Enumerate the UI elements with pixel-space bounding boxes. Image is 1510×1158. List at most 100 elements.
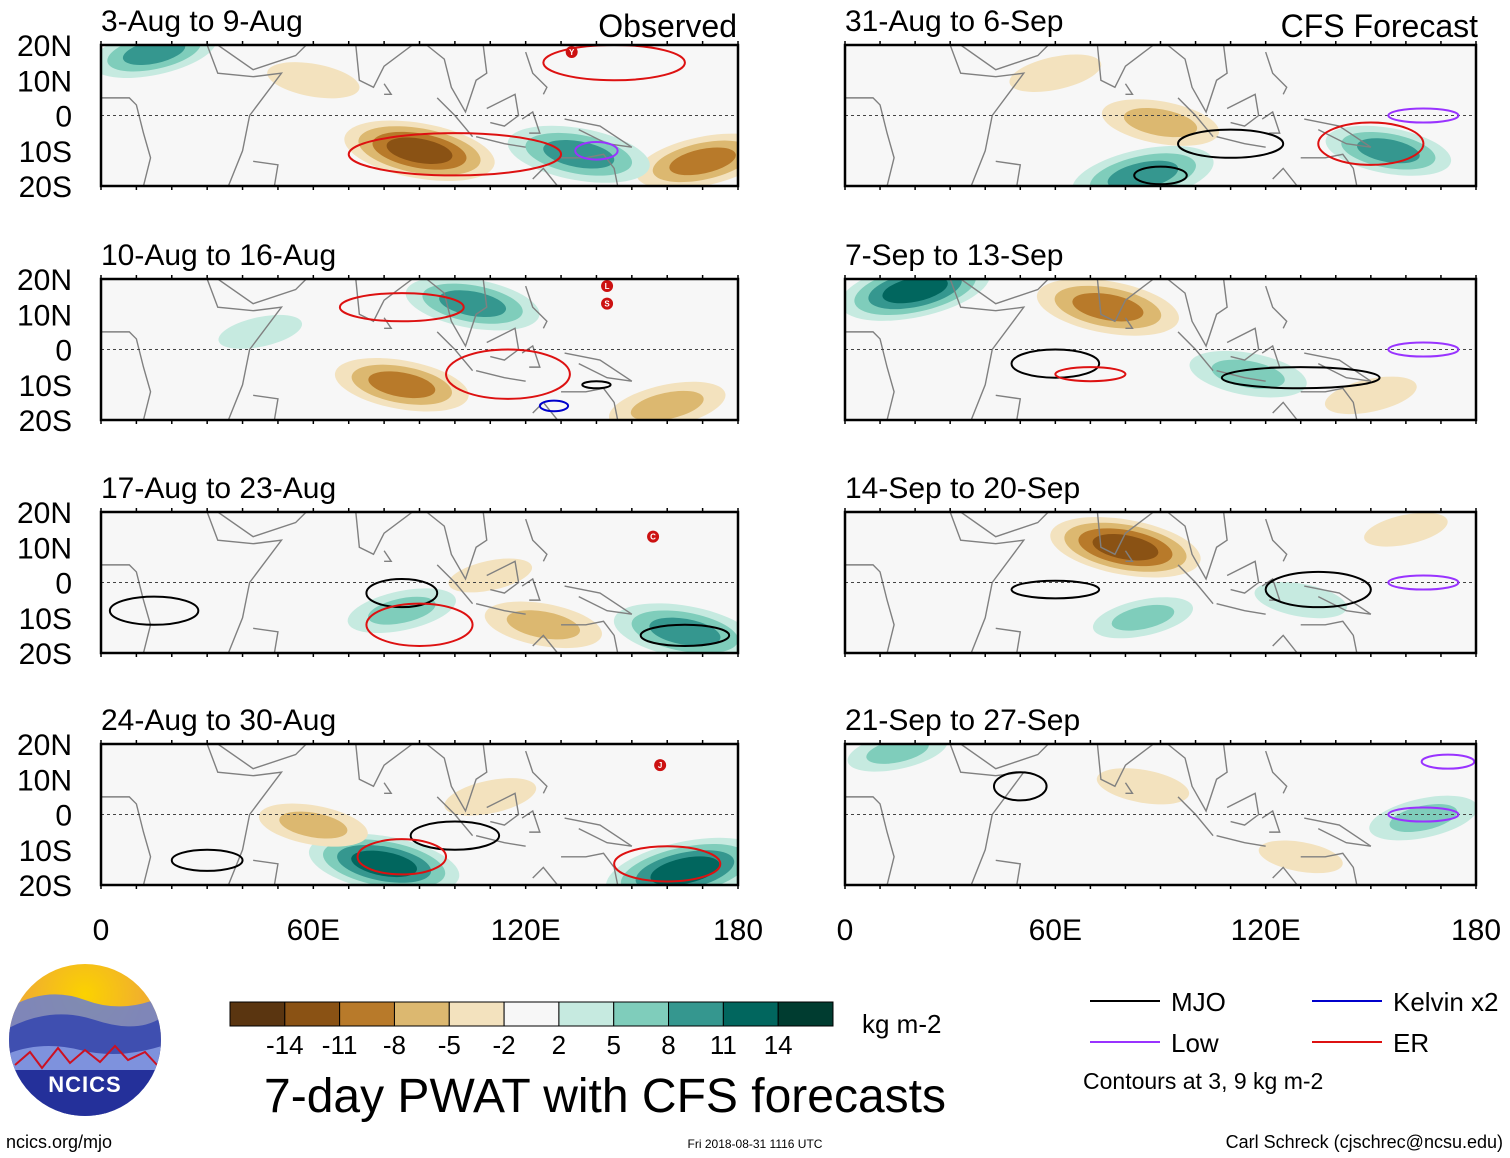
- lat-tick-label: 10N: [17, 764, 72, 797]
- lon-tick-label: 60E: [1029, 914, 1082, 947]
- storm-marker: J: [654, 759, 667, 772]
- lon-tick-label: 120E: [1231, 914, 1301, 947]
- contour-mjo: [1264, 570, 1372, 609]
- colorbar-tick-label: -5: [438, 1030, 461, 1060]
- contour-mjo: [1010, 348, 1101, 379]
- coastline: [1304, 352, 1372, 382]
- contour-er: [542, 45, 686, 82]
- lat-tick-label: 20N: [17, 264, 72, 297]
- anomaly-wet: [1389, 804, 1458, 832]
- panel-period: 7-Sep to 13-Sep: [845, 239, 1063, 272]
- colorbar-swatch: [393, 1001, 450, 1027]
- contour-mjo: [108, 595, 200, 626]
- coastline: [532, 634, 559, 653]
- lon-tick-label: 0: [837, 914, 854, 947]
- coastline: [1300, 620, 1358, 653]
- panel-period: 21-Sep to 27-Sep: [845, 704, 1080, 737]
- colorbar-swatch: [448, 1001, 505, 1027]
- coastline: [532, 866, 559, 885]
- contour-mjo: [1010, 579, 1101, 600]
- colorbar-tick-label: -11: [322, 1030, 358, 1060]
- colorbar-swatch: [558, 1001, 615, 1027]
- anomaly-wet: [1107, 160, 1179, 186]
- coastline: [561, 620, 619, 653]
- panel-6: 7-Sep to 13-Sep: [843, 239, 1478, 424]
- anomaly-dry: [368, 371, 436, 399]
- lat-tick-label: 10S: [19, 136, 72, 169]
- coastline: [101, 45, 284, 186]
- anomaly-wet: [543, 140, 615, 169]
- site-link[interactable]: ncics.org/mjo: [6, 1132, 112, 1152]
- coastline: [475, 602, 526, 615]
- contour-er: [356, 838, 448, 876]
- anomaly-dry: [506, 610, 580, 640]
- coastline: [561, 852, 619, 885]
- coastline: [253, 160, 279, 186]
- lat-tick-label: 10N: [17, 65, 72, 98]
- contour-er: [1317, 121, 1425, 166]
- contour-er: [613, 845, 722, 883]
- colorbar-tick-label: 11: [710, 1030, 737, 1060]
- anomaly-wet: [882, 279, 948, 304]
- coastline: [845, 45, 1026, 186]
- coastline: [383, 83, 393, 96]
- colorbar-swatch: [503, 1001, 560, 1027]
- lat-tick-label: 10S: [19, 835, 72, 868]
- legend-label: MJO: [1171, 987, 1226, 1017]
- contour-low: [1387, 341, 1460, 358]
- coastline: [436, 97, 474, 138]
- panel-period: 10-Aug to 16-Aug: [101, 239, 336, 272]
- colorbar-tick-label: -2: [493, 1030, 516, 1060]
- coastline: [383, 782, 393, 795]
- panel-5: 31-Aug to 6-Sep: [843, 5, 1478, 190]
- coastline: [1226, 792, 1260, 826]
- logo-text: NCICS: [48, 1072, 121, 1097]
- anomaly-dry: [630, 390, 704, 420]
- coastline: [1216, 834, 1266, 847]
- colorbar-swatch: [722, 1001, 779, 1027]
- coastline: [334, 744, 413, 788]
- colorbar-swatch: [613, 1001, 670, 1027]
- panel-period: 31-Aug to 6-Sep: [845, 5, 1063, 38]
- anomaly-wet: [1211, 359, 1285, 389]
- storm-label: S: [604, 300, 610, 309]
- lat-tick-label: 20N: [17, 30, 72, 63]
- ncics-logo[interactable]: NCICS: [5, 964, 165, 1120]
- coastline: [845, 97, 895, 186]
- lat-tick-label: 0: [55, 800, 72, 833]
- anomaly-dry: [267, 62, 360, 99]
- coastline: [1265, 51, 1288, 95]
- coastline: [564, 352, 633, 382]
- coastline: [1124, 317, 1134, 330]
- coastline: [217, 45, 307, 71]
- coastline: [253, 627, 279, 653]
- colorbar-units: kg m-2: [862, 1009, 941, 1039]
- panel-period: 24-Aug to 30-Aug: [101, 704, 336, 737]
- coastline: [1167, 744, 1228, 813]
- coastline: [525, 51, 548, 95]
- longitude-axes: 0 60E 120E 180 0 60E 120E 180: [93, 914, 1501, 947]
- coastline: [995, 627, 1022, 653]
- anomaly-wet: [1254, 582, 1347, 619]
- lat-tick-label: 0: [55, 101, 72, 134]
- coastline: [101, 279, 284, 420]
- coastline: [1226, 560, 1260, 594]
- coastline: [845, 744, 1026, 885]
- colorbar-tick-label: 14: [764, 1030, 793, 1060]
- coastline: [845, 279, 1026, 420]
- coastline: [960, 512, 1049, 538]
- coastline: [1265, 750, 1288, 794]
- lat-tick-label: 0: [55, 568, 72, 601]
- coastline: [1076, 279, 1154, 323]
- coastline: [564, 817, 633, 847]
- colorbar-tick-label: 5: [606, 1030, 620, 1060]
- coastline: [561, 153, 619, 186]
- coastline: [845, 564, 895, 653]
- lat-tick-label: 0: [55, 335, 72, 368]
- coastline: [525, 518, 548, 562]
- coastline: [1076, 512, 1154, 556]
- colorbar-swatch: [668, 1001, 724, 1027]
- coastline: [1272, 167, 1298, 186]
